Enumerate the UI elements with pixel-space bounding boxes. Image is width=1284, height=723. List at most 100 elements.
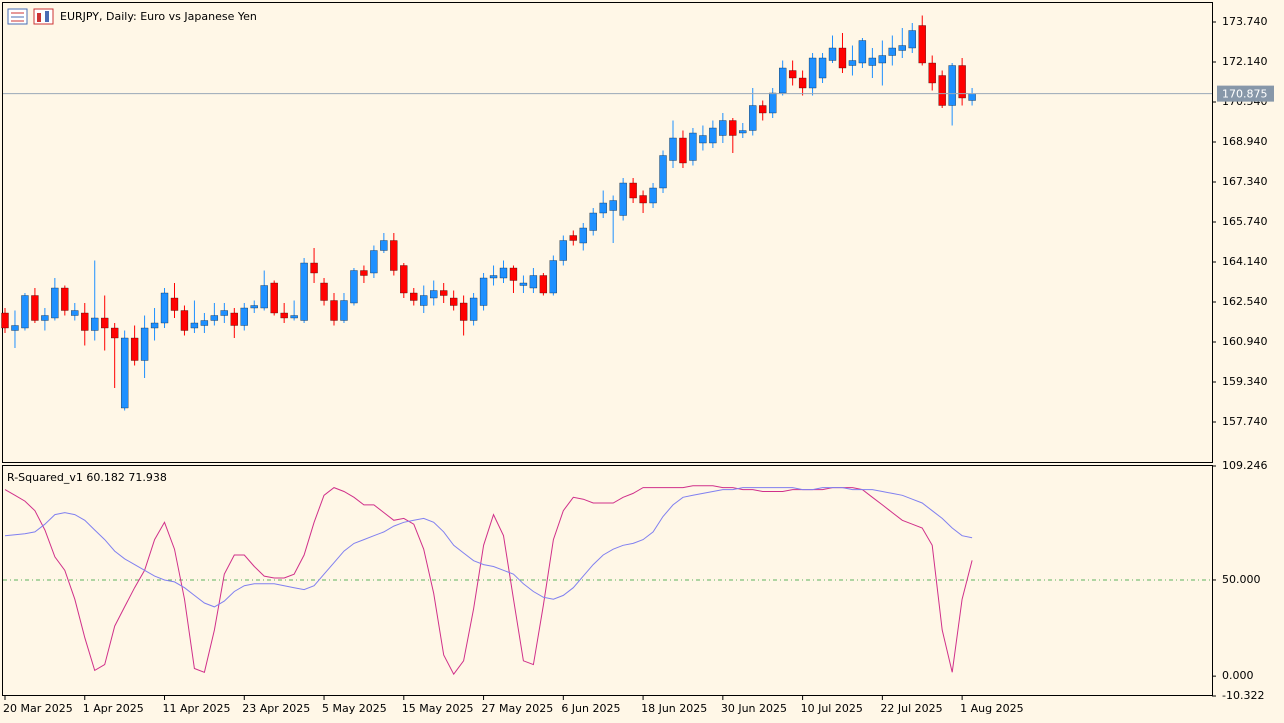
y-tick-label: 167.340 [1222, 175, 1268, 188]
y-tick-label: 0.000 [1222, 669, 1254, 682]
y-tick-label: 173.740 [1222, 15, 1268, 28]
candle-body [569, 235, 577, 241]
candle-body [200, 320, 209, 326]
candle-body [410, 292, 418, 301]
candle-body [41, 315, 49, 321]
candle-body [340, 300, 348, 321]
candle-body [71, 310, 79, 316]
candle-body [898, 45, 906, 51]
y-tick-label: 162.540 [1222, 295, 1268, 308]
candle-body [310, 262, 318, 274]
y-tick-label: 109.246 [1222, 459, 1268, 472]
toolbar-icons[interactable] [7, 8, 54, 25]
x-tick-label: 15 May 2025 [402, 702, 474, 715]
candle-body [639, 195, 647, 204]
candle-body [729, 120, 737, 136]
candle-body [788, 70, 797, 79]
candle-body [350, 270, 358, 304]
x-tick-label: 27 May 2025 [482, 702, 554, 715]
candle-body [868, 57, 877, 66]
x-tick-label: 11 Apr 2025 [163, 702, 231, 715]
candle-body [370, 250, 378, 274]
candle-body [130, 337, 139, 361]
icon-chart[interactable] [33, 8, 54, 25]
candle-body [699, 135, 707, 144]
y-tick-label: 172.140 [1222, 55, 1268, 68]
x-tick-label: 22 Jul 2025 [880, 702, 942, 715]
chart-title: EURJPY, Daily: Euro vs Japanese Yen [60, 10, 257, 23]
y-tick-label: 160.940 [1222, 335, 1268, 348]
candle-body [280, 312, 288, 319]
candle-body [559, 240, 567, 261]
candle-body [499, 267, 508, 279]
candle-body [140, 327, 149, 361]
candle-body [111, 327, 119, 339]
candle-body [689, 132, 697, 161]
candle-body [958, 65, 966, 99]
candle-body [190, 322, 199, 329]
x-tick-label: 20 Mar 2025 [3, 702, 73, 715]
candle-body [669, 137, 677, 161]
candle-body [489, 275, 498, 279]
candle-body [440, 290, 448, 296]
candle-body [769, 92, 777, 114]
candle-body [150, 322, 159, 329]
candle-body [420, 295, 428, 306]
indicator-value: 71.938 [128, 471, 167, 484]
candle-body [739, 130, 747, 134]
candle-body [220, 310, 228, 316]
candle-body [330, 300, 338, 321]
candle-body [798, 77, 807, 89]
candle-body [519, 282, 528, 286]
candle-body [818, 57, 827, 79]
candle-body [918, 25, 926, 64]
candle-body [160, 292, 169, 324]
candle-body [91, 317, 99, 331]
x-tick-label: 10 Jul 2025 [801, 702, 863, 715]
candle-body [459, 302, 468, 321]
candle-body [360, 270, 368, 276]
candle-body [779, 67, 787, 94]
candle-body [449, 297, 458, 306]
main-panel [2, 2, 1213, 463]
x-tick-label: 30 Jun 2025 [721, 702, 787, 715]
candle-body [430, 290, 438, 299]
icon-bar [45, 11, 49, 22]
y-tick-label: -10.322 [1222, 689, 1264, 702]
candle-body [649, 187, 657, 204]
candle-body [479, 277, 488, 306]
indicator-value: 60.182 [86, 471, 125, 484]
candle-body [320, 282, 328, 301]
y-tick-label: 164.140 [1222, 255, 1268, 268]
candle-body [469, 297, 478, 321]
indicator-line [4, 487, 973, 608]
candle-body [270, 282, 278, 314]
candle-body [400, 265, 408, 294]
candle-body [948, 65, 956, 106]
candle-body [808, 57, 817, 89]
candle-body [300, 262, 308, 321]
y-tick-label: 50.000 [1222, 573, 1261, 586]
candle-body [878, 55, 887, 64]
y-tick-label: 165.740 [1222, 215, 1268, 228]
candle-body [589, 212, 597, 231]
candle-body [629, 182, 637, 199]
candle-body [579, 227, 587, 244]
candle-body [101, 317, 109, 329]
candle-body [529, 275, 538, 289]
candle-body [390, 240, 398, 271]
indicator-panel [2, 465, 1213, 696]
x-tick-label: 5 May 2025 [322, 702, 387, 715]
candle-body [1, 312, 9, 329]
candle-body [120, 337, 129, 409]
candle-body [908, 30, 916, 49]
candle-body [539, 275, 548, 294]
candle-body [888, 47, 896, 56]
y-tick-label: 168.940 [1222, 135, 1268, 148]
candle-body [250, 305, 258, 309]
candle-body [290, 315, 298, 319]
candle-body [659, 155, 667, 189]
candle-body [928, 62, 936, 84]
